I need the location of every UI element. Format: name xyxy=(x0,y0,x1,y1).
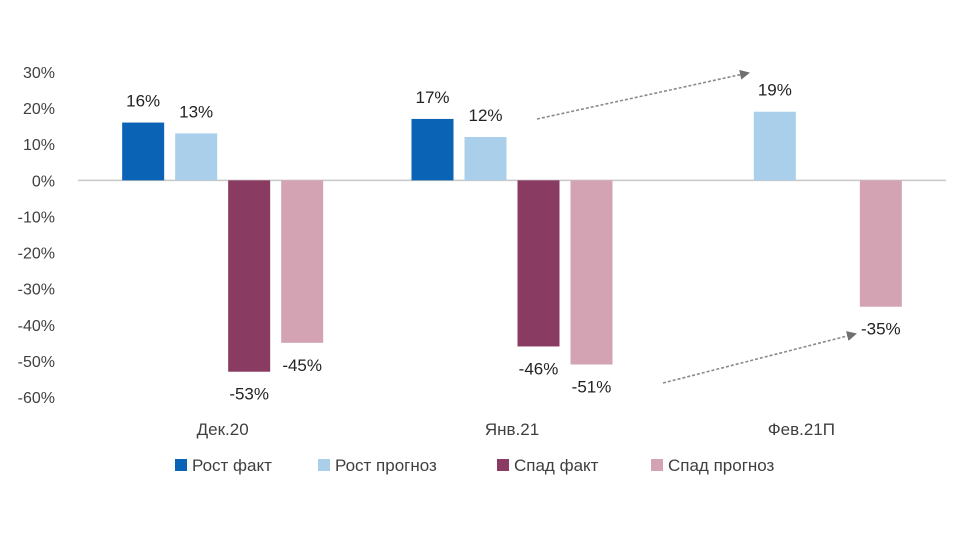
bar xyxy=(517,180,560,347)
y-tick-label: 20% xyxy=(23,101,55,118)
data-label: 12% xyxy=(468,106,502,125)
y-tick-label: -20% xyxy=(18,246,55,263)
y-tick-label: 10% xyxy=(23,137,55,154)
data-label: 16% xyxy=(126,92,160,111)
data-label: -51% xyxy=(572,378,612,397)
bar xyxy=(570,180,613,365)
legend-swatch xyxy=(175,459,187,471)
bar xyxy=(859,180,902,307)
legend-label: Рост факт xyxy=(192,456,272,475)
bar xyxy=(228,180,271,372)
data-label: -45% xyxy=(282,356,322,375)
data-label: -46% xyxy=(519,359,559,378)
growth-trend-arrow xyxy=(536,69,750,120)
y-tick-label: -30% xyxy=(18,282,55,299)
legend-label: Спад прогноз xyxy=(668,456,775,475)
data-label: 19% xyxy=(758,81,792,100)
x-category-label: Янв.21 xyxy=(485,420,539,439)
y-tick-label: 30% xyxy=(23,65,55,82)
y-tick-label: -50% xyxy=(18,354,55,371)
y-tick-label: 0% xyxy=(32,173,55,190)
bar xyxy=(281,180,324,343)
legend-swatch xyxy=(497,459,509,471)
x-category-label: Фев.21П xyxy=(768,420,835,439)
bar xyxy=(122,122,165,181)
bar xyxy=(464,137,507,181)
data-label: -35% xyxy=(861,320,901,339)
legend-label: Спад факт xyxy=(514,456,599,475)
x-category-label: Дек.20 xyxy=(197,420,249,439)
legend-swatch xyxy=(651,459,663,471)
y-tick-label: -60% xyxy=(18,390,55,407)
legend: Рост факт Рост прогноз Спад факт Спад прогн… xyxy=(175,456,775,475)
y-tick-label: -40% xyxy=(18,318,55,335)
y-axis: 30% 20% 10% 0% -10% -20% -30% -40% -50% -60% xyxy=(18,65,55,407)
x-axis: Дек.20 Янв.21 Фев.21П xyxy=(197,420,835,439)
data-label: 17% xyxy=(415,88,449,107)
decline-trend-arrow xyxy=(662,331,857,384)
legend-swatch xyxy=(318,459,330,471)
bar xyxy=(411,118,454,181)
y-tick-label: -10% xyxy=(18,209,55,226)
data-label: 13% xyxy=(179,102,213,121)
bar xyxy=(753,111,796,181)
bars xyxy=(122,111,902,372)
bar xyxy=(175,133,218,181)
legend-label: Рост прогноз xyxy=(335,456,437,475)
data-label: -53% xyxy=(229,385,269,404)
trend-arrows xyxy=(536,69,857,384)
data-labels: 16% 13% -53% -45% 17% 12% -46% -51% 19% -35% xyxy=(126,81,901,404)
